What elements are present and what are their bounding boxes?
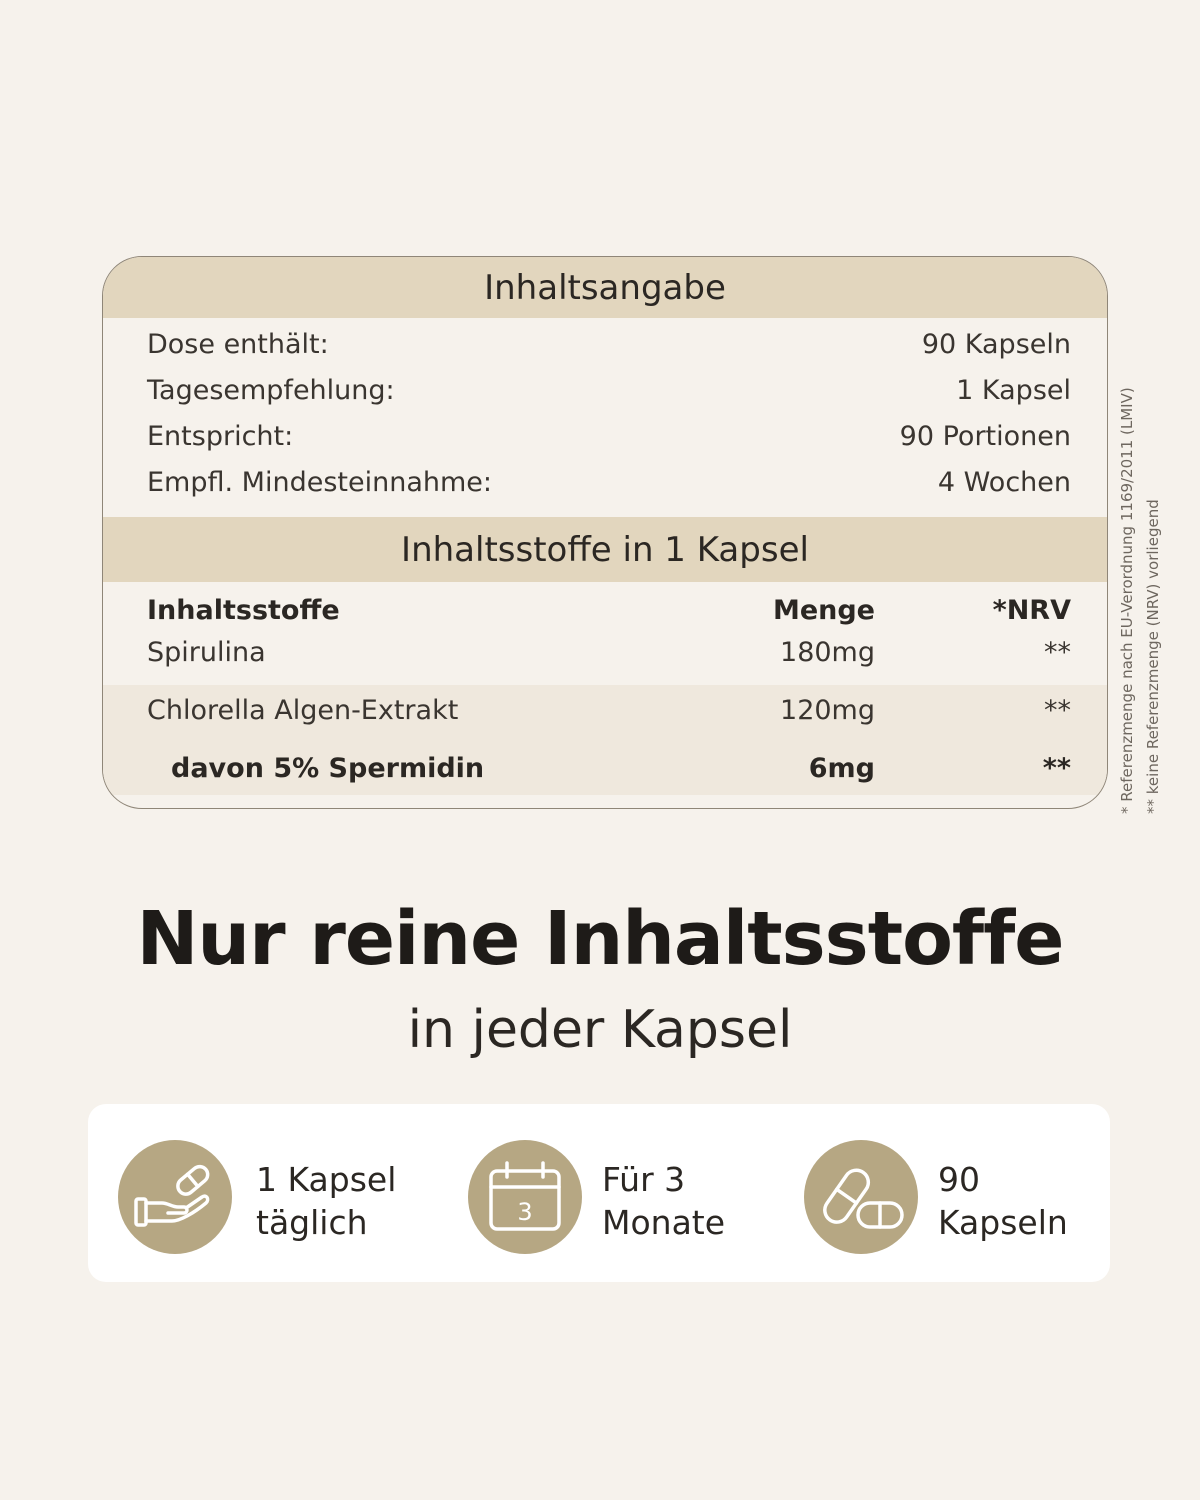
- ingredient-nrv: **: [1044, 637, 1071, 668]
- hand-capsule-icon: [118, 1140, 232, 1254]
- info-row: Tagesempfehlung: 1 Kapsel: [147, 375, 1071, 406]
- ingredient-amount: 180mg: [780, 637, 875, 668]
- ingredient-name: Chlorella Algen-Extrakt: [147, 695, 459, 726]
- feature-line1: Für 3: [602, 1160, 686, 1199]
- table-heading-text: Inhaltsangabe: [484, 267, 726, 308]
- calendar-number: 3: [517, 1198, 532, 1226]
- ingredient-nrv: **: [1042, 753, 1071, 784]
- feature-count: 90 Kapseln: [804, 1104, 1104, 1282]
- feature-line1: 90: [938, 1160, 980, 1199]
- headline: Nur reine Inhaltsstoffe: [136, 896, 1064, 982]
- ingredients-header-row: Inhaltsstoffe Menge *NRV: [147, 595, 1071, 635]
- feature-text: 1 Kapsel täglich: [256, 1158, 396, 1244]
- nutrition-table: Inhaltsangabe Dose enthält: 90 Kapseln T…: [102, 256, 1108, 809]
- footnote-nrv: * Referenzmenge nach EU-Verordnung 1169/…: [1118, 387, 1136, 814]
- column-header-nrv: *NRV: [992, 595, 1071, 626]
- ingredient-subrow: davon 5% Spermidin 6mg **: [147, 753, 1071, 793]
- info-value: 4 Wochen: [937, 467, 1071, 498]
- ingredient-name: Spirulina: [147, 637, 266, 668]
- feature-line1: 1 Kapsel: [256, 1160, 397, 1199]
- subline: in jeder Kapsel: [407, 1000, 793, 1060]
- feature-text: 90 Kapseln: [938, 1158, 1068, 1244]
- table-heading: Inhaltsangabe: [103, 257, 1107, 318]
- calendar-icon: 3: [468, 1140, 582, 1254]
- ingredient-name: davon 5% Spermidin: [171, 753, 485, 784]
- info-row: Dose enthält: 90 Kapseln: [147, 329, 1071, 360]
- feature-daily-dose: 1 Kapsel täglich: [118, 1104, 438, 1282]
- info-label: Tagesempfehlung:: [147, 375, 395, 406]
- info-label: Dose enthält:: [147, 329, 329, 360]
- feature-line2: Kapseln: [938, 1203, 1068, 1242]
- feature-duration: 3 Für 3 Monate: [468, 1104, 788, 1282]
- info-row: Empfl. Mindesteinnahme: 4 Wochen: [147, 467, 1071, 498]
- ingredient-nrv: **: [1044, 695, 1071, 726]
- info-label: Entspricht:: [147, 421, 294, 452]
- row-shading: [103, 685, 1107, 795]
- column-header-amount: Menge: [772, 595, 875, 626]
- feature-line2: Monate: [602, 1203, 726, 1242]
- footnotes: * Referenzmenge nach EU-Verordnung 1169/…: [1114, 387, 1166, 814]
- column-header-name: Inhaltsstoffe: [147, 595, 340, 626]
- feature-line2: täglich: [256, 1203, 368, 1242]
- info-label: Empfl. Mindesteinnahme:: [147, 467, 492, 498]
- feature-bar: 1 Kapsel täglich 3 Für 3 Monate: [88, 1104, 1110, 1282]
- footnote-no-nrv: ** keine Referenzmenge (NRV) vorliegend: [1144, 499, 1162, 814]
- ingredient-row: Spirulina 180mg **: [147, 637, 1071, 677]
- info-value: 1 Kapsel: [956, 375, 1071, 406]
- ingredient-amount: 120mg: [780, 695, 875, 726]
- ingredient-row: Chlorella Algen-Extrakt 120mg **: [147, 695, 1071, 735]
- ingredients-heading: Inhaltsstoffe in 1 Kapsel: [103, 517, 1107, 582]
- ingredients-heading-text: Inhaltsstoffe in 1 Kapsel: [401, 529, 809, 570]
- info-value: 90 Kapseln: [921, 329, 1071, 360]
- info-row: Entspricht: 90 Portionen: [147, 421, 1071, 452]
- feature-text: Für 3 Monate: [602, 1158, 725, 1244]
- capsules-icon: [804, 1140, 918, 1254]
- info-value: 90 Portionen: [899, 421, 1071, 452]
- ingredient-amount: 6mg: [808, 753, 875, 784]
